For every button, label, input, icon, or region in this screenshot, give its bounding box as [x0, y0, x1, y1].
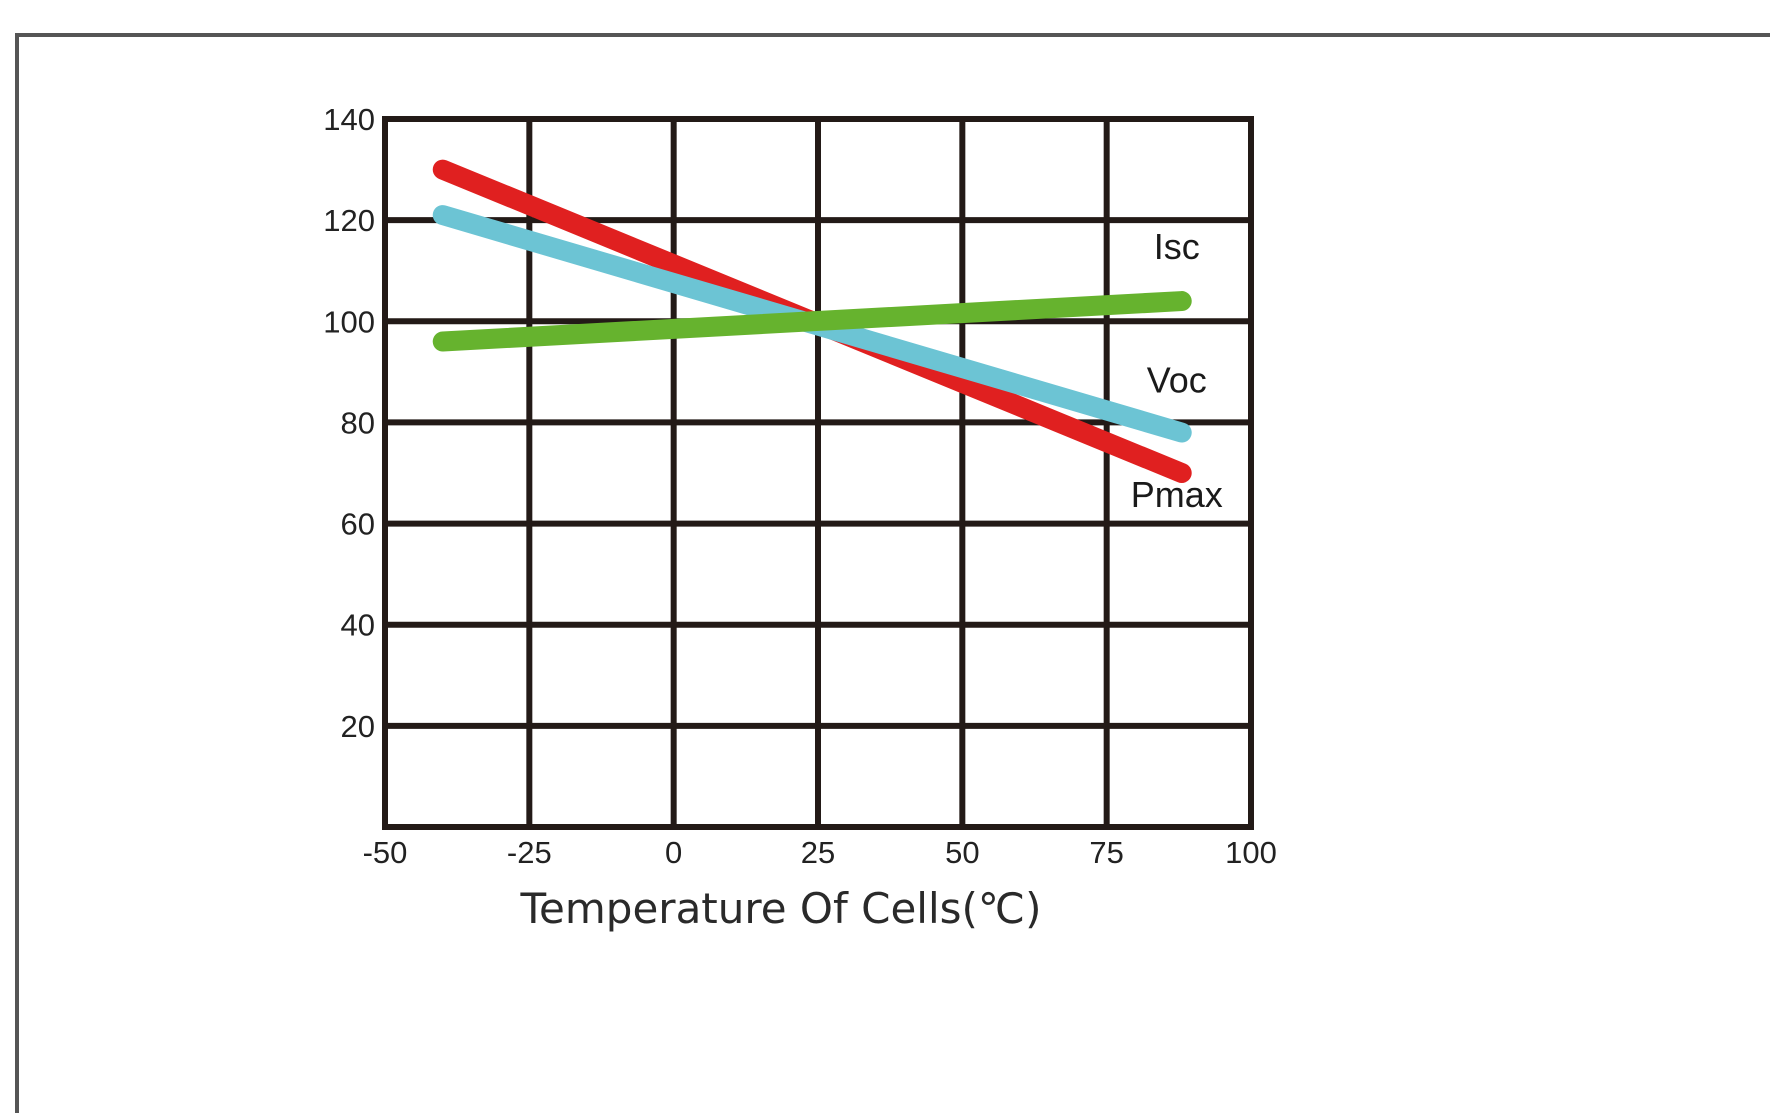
- y-tick-label: 80: [341, 405, 375, 440]
- series-lines: [432, 159, 1192, 483]
- x-tick-label: -25: [507, 835, 552, 870]
- plot-border: [382, 116, 1254, 830]
- temperature-characteristics-chart: -50 -25 0 25 50 75 100 20 40 60 80 100 120 140 Pmax V…: [323, 102, 1277, 933]
- x-tick-label: 100: [1225, 835, 1277, 870]
- x-tick-label: 50: [945, 835, 979, 870]
- y-tick-labels: 20 40 60 80 100 120 140: [323, 102, 375, 744]
- x-tick-label: 0: [665, 835, 682, 870]
- y-tick-label: 100: [323, 304, 375, 339]
- y-tick-label: 60: [341, 507, 375, 542]
- series-line-isc: [432, 291, 1192, 352]
- x-tick-label: 75: [1089, 835, 1123, 870]
- series-label-voc: Voc: [1147, 360, 1207, 401]
- y-tick-label: 20: [341, 709, 375, 744]
- x-tick-label: 25: [801, 835, 835, 870]
- series-label-isc: Isc: [1154, 226, 1200, 267]
- series-label-pmax: Pmax: [1131, 474, 1223, 515]
- y-tick-label: 140: [323, 102, 375, 137]
- chart-frame: -50 -25 0 25 50 75 100 20 40 60 80 100 120 140 Pmax V…: [15, 33, 1770, 1113]
- x-tick-label: -50: [363, 835, 408, 870]
- grid: [382, 116, 1254, 830]
- series-labels: Pmax Voc Isc: [1131, 226, 1223, 515]
- x-axis-title: Temperature Of Cells(℃): [520, 884, 1042, 933]
- y-tick-label: 40: [341, 608, 375, 643]
- y-tick-label: 120: [323, 203, 375, 238]
- x-tick-labels: -50 -25 0 25 50 75 100: [363, 835, 1277, 870]
